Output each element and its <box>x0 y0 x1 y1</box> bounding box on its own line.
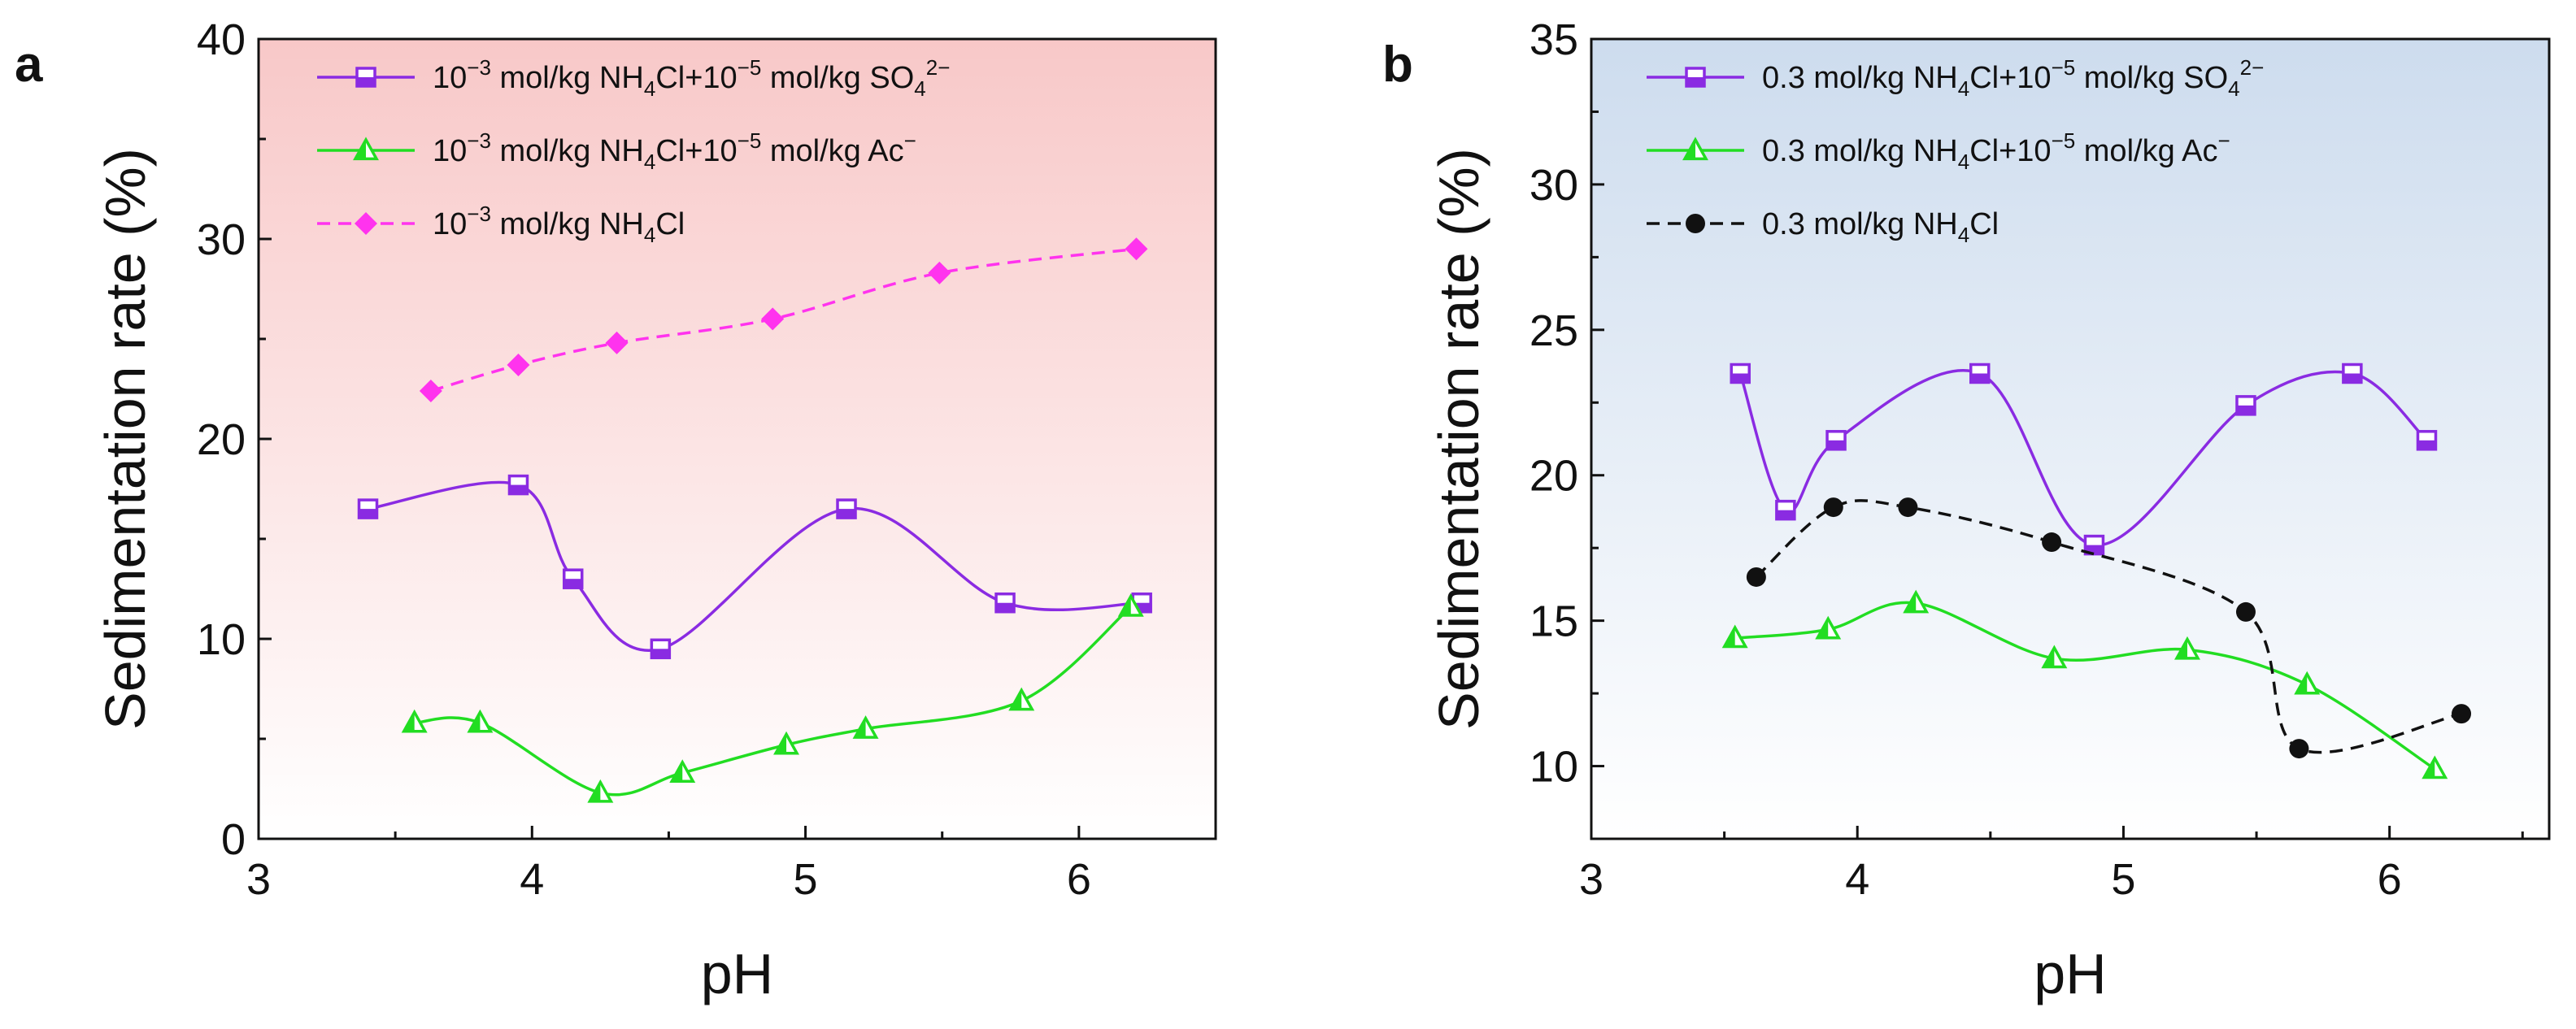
x-tick-label: 6 <box>1067 855 1091 904</box>
data-point <box>1825 430 1847 451</box>
data-point <box>507 353 530 376</box>
data-point <box>2174 636 2200 660</box>
data-point <box>1898 497 1918 518</box>
data-point <box>1815 615 1842 640</box>
y-axis-title: Sedimentation rate (%) <box>94 148 157 730</box>
data-point <box>562 568 584 589</box>
x-tick-label: 3 <box>246 855 271 904</box>
data-point <box>773 731 800 755</box>
legend-label: 10−3 mol/kg NH4Cl+10−5 mol/kg Ac− <box>433 128 916 174</box>
legend-label: 0.3 mol/kg NH4Cl <box>1762 207 1999 247</box>
panel-label: a <box>15 37 43 93</box>
x-tick-label: 6 <box>2378 855 2402 904</box>
x-axis-title: pH <box>701 942 773 1005</box>
y-tick-label: 40 <box>197 15 246 64</box>
chart-panel-b: 3 4 5 6 10 15 20 25 30 35 0.3 mol/kg NH4Cl+10−5 mo… <box>1382 15 2551 1005</box>
legend-marker <box>355 67 376 88</box>
data-point <box>1721 624 1748 649</box>
data-point <box>669 759 696 783</box>
series-2 <box>1746 497 2472 759</box>
data-point <box>2083 534 2105 556</box>
series-0 <box>1730 363 2438 556</box>
legend-entry: 10−3 mol/kg NH4Cl+10−5 mol/kg SO42− <box>317 55 950 101</box>
y-tick-label: 10 <box>197 615 246 664</box>
chart-panel-a: 3 4 5 6 0 10 20 30 40 10−3 mol/kg NH4Cl+10−5 mol/… <box>15 15 1217 1005</box>
legend-entry: 0.3 mol/kg NH4Cl+10−5 mol/kg SO42− <box>1647 55 2264 101</box>
y-tick-label: 0 <box>221 815 246 864</box>
y-tick-label: 10 <box>1530 743 1578 792</box>
y-tick-label: 20 <box>197 415 246 464</box>
data-point <box>1730 363 1751 384</box>
data-point <box>650 638 672 660</box>
plot-area <box>1591 39 2549 839</box>
legend-marker <box>355 212 377 235</box>
legend-label: 10−3 mol/kg NH4Cl+10−5 mol/kg SO42− <box>433 55 950 101</box>
data-point <box>1969 363 1991 384</box>
plot-frame <box>1590 37 2551 840</box>
data-point <box>587 779 614 803</box>
plot-frame <box>257 37 1217 840</box>
series-1 <box>401 593 1144 803</box>
data-point <box>419 379 442 402</box>
y-tick-label: 15 <box>1530 597 1578 646</box>
y-tick-label: 25 <box>1530 306 1578 355</box>
data-point <box>2289 739 2309 759</box>
data-point <box>605 331 629 354</box>
x-tick-label: 5 <box>794 855 818 904</box>
x-tick-label: 4 <box>1845 855 1869 904</box>
data-point <box>2294 671 2321 695</box>
legend-label: 10−3 mol/kg NH4Cl <box>433 202 685 247</box>
data-point <box>2416 430 2438 451</box>
y-tick-label: 30 <box>197 215 246 264</box>
y-tick-label: 20 <box>1530 452 1578 501</box>
data-point <box>1125 237 1148 261</box>
data-point <box>2042 532 2062 553</box>
data-point <box>1823 497 1843 518</box>
series-2 <box>419 237 1148 402</box>
x-tick-label: 5 <box>2111 855 2135 904</box>
legend-marker <box>1686 214 1705 233</box>
data-point <box>761 307 785 331</box>
data-point <box>1775 499 1796 521</box>
y-tick-label: 35 <box>1530 15 1578 64</box>
data-point <box>507 474 529 496</box>
legend-marker <box>1685 67 1706 88</box>
data-point <box>994 592 1016 614</box>
data-point <box>2422 755 2448 779</box>
data-point <box>467 709 494 733</box>
legend-entry: 0.3 mol/kg NH4Cl+10−5 mol/kg Ac− <box>1647 128 2230 174</box>
legend-marker <box>1682 137 1708 161</box>
y-axis-title: Sedimentation rate (%) <box>1427 148 1490 730</box>
data-point <box>2235 395 2256 416</box>
data-point <box>2041 645 2068 669</box>
data-point <box>928 261 951 284</box>
panel-label: b <box>1382 37 1413 93</box>
data-point <box>836 498 857 519</box>
data-point <box>852 715 879 739</box>
legend-marker <box>353 137 379 161</box>
series-1 <box>1721 589 2448 779</box>
x-tick-label: 4 <box>520 855 544 904</box>
series-0 <box>357 474 1152 660</box>
plot-area <box>259 39 1216 839</box>
data-point <box>2342 363 2363 384</box>
data-point <box>1117 593 1144 617</box>
legend-entry: 10−3 mol/kg NH4Cl <box>317 202 685 247</box>
data-point <box>357 498 379 519</box>
data-point <box>1746 567 1766 587</box>
data-point <box>401 709 428 733</box>
data-point <box>1903 589 1930 614</box>
legend-entry: 10−3 mol/kg NH4Cl+10−5 mol/kg Ac− <box>317 128 916 174</box>
data-point <box>2235 601 2256 622</box>
legend-label: 0.3 mol/kg NH4Cl+10−5 mol/kg SO42− <box>1762 55 2264 101</box>
x-axis-title: pH <box>2034 942 2106 1005</box>
legend-label: 0.3 mol/kg NH4Cl+10−5 mol/kg Ac− <box>1762 128 2230 174</box>
x-tick-label: 3 <box>1579 855 1603 904</box>
y-tick-label: 30 <box>1530 161 1578 210</box>
data-point <box>2452 704 2472 724</box>
data-point <box>1008 687 1035 711</box>
legend-entry: 0.3 mol/kg NH4Cl <box>1647 207 1999 247</box>
